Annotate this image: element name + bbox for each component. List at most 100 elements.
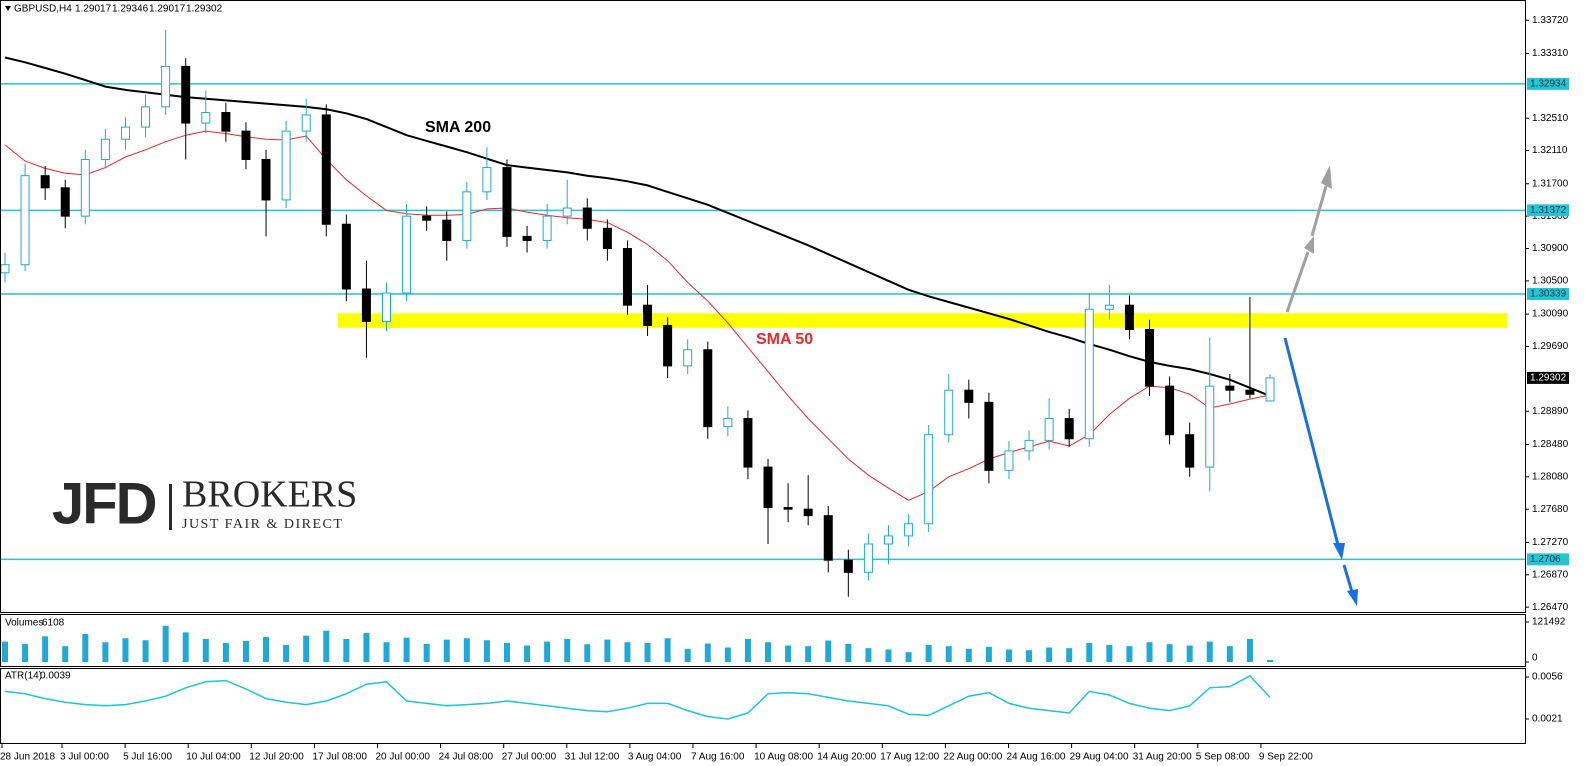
indicator-layer <box>2 625 1273 720</box>
candle-body <box>803 508 813 517</box>
volume-bar <box>985 646 992 662</box>
volume-bar <box>1005 649 1012 662</box>
volume-bar <box>383 642 390 662</box>
volume-bar <box>925 644 932 662</box>
x-tick-label: 10 Jul 04:00 <box>186 752 241 763</box>
volume-bar <box>524 645 531 662</box>
volume-bar <box>222 642 229 662</box>
volume-frame <box>0 614 1526 667</box>
candle-body <box>0 264 10 274</box>
candle-body <box>1205 385 1215 468</box>
level-label: 1.2706 <box>1530 554 1561 565</box>
candle-body <box>1084 308 1094 440</box>
candle-body <box>321 114 331 225</box>
volume-bar <box>1066 648 1073 662</box>
volume-bar <box>845 643 852 662</box>
levels-layer <box>0 83 1525 561</box>
volume-bar <box>2 641 8 662</box>
candle-body <box>221 112 231 132</box>
x-tick-label: 5 Jul 16:00 <box>123 752 172 763</box>
candle-body <box>422 215 432 221</box>
y-tick-label: 1.27270 <box>1532 537 1569 548</box>
candle-body <box>622 248 632 306</box>
y-tick-label: 1.28080 <box>1532 471 1569 482</box>
volume-bar <box>564 638 571 662</box>
volume-name: Volumes <box>5 618 43 629</box>
candle-body <box>1104 304 1114 310</box>
x-tick-label: 7 Aug 16:00 <box>691 752 745 763</box>
volume-bar <box>483 640 490 662</box>
x-tick-label: 22 Aug 00:00 <box>943 752 1002 763</box>
volume-bar <box>42 636 49 662</box>
volume-bar <box>544 641 551 662</box>
volume-bar <box>503 642 510 662</box>
candle-body <box>120 126 130 140</box>
candle-body <box>562 207 572 217</box>
candle-body <box>964 389 974 403</box>
level-tag <box>1527 77 1569 90</box>
volume-bar <box>825 640 832 662</box>
volume-bar <box>664 638 671 662</box>
candle-body <box>883 535 893 545</box>
candle-body <box>1185 434 1195 468</box>
candle-body <box>261 158 271 201</box>
atr-tick-label: 0.0021 <box>1532 714 1563 725</box>
candle-body <box>763 466 773 509</box>
volume-bar <box>423 643 430 662</box>
x-tick-label: 10 Aug 08:00 <box>754 752 813 763</box>
atr-line <box>4 674 1271 720</box>
volume-bar <box>1246 638 1253 662</box>
volume-bar <box>865 648 872 662</box>
volume-bar <box>584 644 591 662</box>
arrow-head <box>1333 543 1345 560</box>
level-label: 1.32934 <box>1530 79 1567 90</box>
y-tick-label: 1.28480 <box>1532 439 1569 450</box>
arrows <box>1283 165 1358 606</box>
sma200-label: SMA 200 <box>425 119 491 136</box>
volume-bar <box>102 642 109 662</box>
volume-bar <box>1086 642 1093 662</box>
volume-bar <box>82 634 89 662</box>
y-tick-label: 1.31700 <box>1532 178 1569 189</box>
candle-body <box>904 523 914 537</box>
volume-bar <box>182 632 189 662</box>
x-tick-label: 31 Jul 12:00 <box>565 752 620 763</box>
volume-bar <box>162 625 169 662</box>
y-tick-label: 1.30090 <box>1532 309 1569 320</box>
logo-brand: BROKERS <box>182 474 357 516</box>
volume-bar <box>62 646 69 662</box>
y-tick-label: 1.27680 <box>1532 504 1569 515</box>
volume-bar <box>1046 647 1053 662</box>
volume-bar <box>1186 645 1193 662</box>
candle-body <box>462 191 472 241</box>
x-tick-label: 28 Jun 2018 <box>0 752 55 763</box>
volume-bar <box>283 644 290 662</box>
candle-body <box>301 114 311 132</box>
candle-body <box>1064 418 1074 440</box>
candle-body <box>1145 328 1155 387</box>
x-tick-label: 29 Aug 04:00 <box>1070 752 1129 763</box>
volume-bar <box>122 638 129 662</box>
arrow-down-1 <box>1283 337 1340 546</box>
volume-bar <box>343 638 350 662</box>
candle-body <box>783 507 793 510</box>
candle-body <box>161 65 171 108</box>
y-tick-label: 1.33310 <box>1532 48 1569 59</box>
candle-body <box>60 187 70 217</box>
atr-last: 0.0039 <box>40 671 71 682</box>
candle-body <box>602 227 612 250</box>
volume-bar <box>1126 646 1133 662</box>
candle-body <box>1124 304 1134 330</box>
ohlc-close: 1.29302 <box>186 4 223 15</box>
x-tick-label: 20 Jul 00:00 <box>376 752 431 763</box>
candle-body <box>20 175 30 266</box>
candle-body <box>582 207 592 229</box>
y-tick-label: 1.30500 <box>1532 276 1569 287</box>
volume-bar <box>242 640 249 662</box>
x-tick-label: 31 Aug 20:00 <box>1133 752 1192 763</box>
volume-bar <box>403 637 410 662</box>
candles-layer <box>0 29 1275 597</box>
candle-body <box>522 235 532 241</box>
candle-body <box>683 349 693 367</box>
